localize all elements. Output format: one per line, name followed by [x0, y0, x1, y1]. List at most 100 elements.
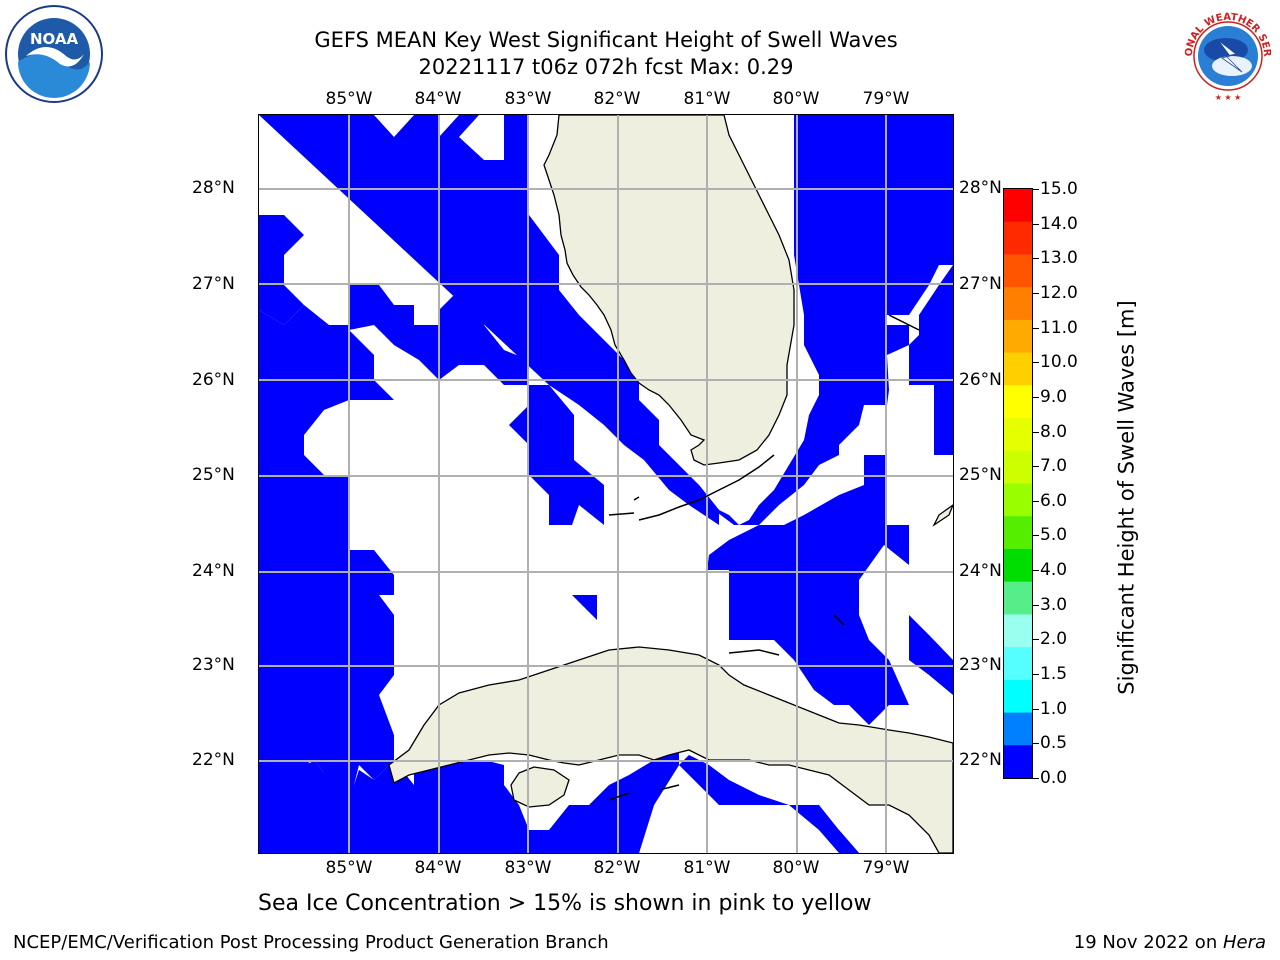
- colorbar-swatch: [1004, 319, 1032, 354]
- chart-subtitle: 20221117 t06z 072h fcst Max: 0.29: [418, 55, 794, 79]
- colorbar-tick-label: 15.0: [1040, 179, 1078, 199]
- lon-label-bottom: 80°W: [772, 858, 820, 878]
- nws-logo-icon: NATIONAL WEATHER SERVICE ★ ★ ★: [1172, 0, 1280, 108]
- colorbar-tick-mark: [1033, 258, 1039, 260]
- colorbar-tick-mark: [1033, 466, 1039, 468]
- colorbar-tick-mark: [1033, 362, 1039, 364]
- colorbar-tick-mark: [1033, 500, 1039, 502]
- colorbar-swatch: [1004, 221, 1032, 256]
- lon-label-bottom: 79°W: [862, 858, 910, 878]
- colorbar-swatch: [1004, 548, 1032, 583]
- lat-label-right: 28°N: [959, 178, 1002, 198]
- land-mass: [388, 115, 953, 853]
- lon-label-bottom: 81°W: [683, 858, 731, 878]
- colorbar-tick-mark: [1033, 431, 1039, 433]
- footer-date: 19 Nov 2022 on Hera: [1074, 932, 1266, 954]
- lon-label-top: 83°W: [504, 89, 552, 109]
- lon-label-top: 81°W: [683, 89, 731, 109]
- florida-keys: [608, 314, 920, 801]
- colorbar-swatch: [1004, 712, 1032, 746]
- lat-label-left: 23°N: [192, 655, 235, 675]
- lat-label-right: 23°N: [959, 655, 1002, 675]
- colorbar-tick-label: 8.0: [1040, 421, 1068, 442]
- lat-label-left: 24°N: [192, 561, 235, 581]
- lon-label-top: 85°W: [325, 89, 373, 109]
- colorbar-swatch: [1004, 352, 1032, 386]
- colorbar-swatch: [1004, 679, 1032, 714]
- colorbar-tick-mark: [1033, 396, 1039, 398]
- colorbar-swatch: [1004, 745, 1032, 778]
- colorbar-tick-mark: [1033, 778, 1039, 779]
- colorbar-tick-mark: [1033, 639, 1039, 641]
- colorbar-tick-label: 14.0: [1040, 213, 1078, 234]
- colorbar-tick-mark: [1033, 674, 1039, 676]
- lat-label-right: 22°N: [959, 750, 1002, 770]
- colorbar-tick-label: 1.0: [1040, 698, 1068, 719]
- lat-label-left: 25°N: [192, 465, 235, 485]
- colorbar-tick-mark: [1033, 743, 1039, 745]
- lat-label-left: 28°N: [192, 178, 235, 198]
- lat-label-left: 26°N: [192, 370, 235, 390]
- colorbar-tick-label: 0.5: [1040, 733, 1068, 754]
- lat-label-left: 22°N: [192, 750, 235, 770]
- map-canvas: [259, 115, 953, 853]
- colorbar-tick-label: 1.5: [1040, 664, 1068, 685]
- colorbar-swatch: [1004, 287, 1032, 321]
- colorbar-tick-label: 3.0: [1040, 594, 1068, 615]
- colorbar-tick-label: 4.0: [1040, 560, 1068, 581]
- colorbar-swatch: [1004, 516, 1032, 550]
- colorbar-swatch: [1004, 614, 1032, 648]
- lon-label-top: 82°W: [593, 89, 641, 109]
- colorbar-tick-label: 9.0: [1040, 386, 1068, 407]
- footer-credit: NCEP/EMC/Verification Post Processing Pr…: [13, 932, 609, 953]
- lon-label-top: 79°W: [862, 89, 910, 109]
- lat-label-right: 26°N: [959, 370, 1002, 390]
- colorbar-swatch: [1004, 647, 1032, 681]
- colorbar-tick-mark: [1033, 604, 1039, 606]
- map-gridlines: [259, 115, 953, 853]
- colorbar-tick-label: 0.0: [1040, 768, 1068, 788]
- lon-label-bottom: 82°W: [593, 858, 641, 878]
- colorbar-tick-mark: [1033, 223, 1039, 225]
- sea-ice-note: Sea Ice Concentration > 15% is shown in …: [258, 891, 872, 916]
- colorbar-swatches: [1004, 189, 1032, 778]
- colorbar-tick-label: 10.0: [1040, 352, 1078, 373]
- colorbar-tick-mark: [1033, 189, 1039, 190]
- colorbar-tick-label: 11.0: [1040, 317, 1078, 338]
- lon-label-top: 84°W: [414, 89, 462, 109]
- colorbar-swatch: [1004, 418, 1032, 452]
- colorbar-label: Significant Height of Swell Waves [m]: [1114, 300, 1139, 695]
- colorbar: [1003, 188, 1033, 779]
- colorbar-tick-label: 5.0: [1040, 525, 1068, 546]
- lon-label-top: 80°W: [772, 89, 820, 109]
- lat-label-right: 24°N: [959, 561, 1002, 581]
- lat-label-right: 27°N: [959, 274, 1002, 294]
- colorbar-swatch: [1004, 483, 1032, 517]
- lon-label-bottom: 83°W: [504, 858, 552, 878]
- colorbar-swatch: [1004, 581, 1032, 615]
- lon-label-bottom: 84°W: [414, 858, 462, 878]
- colorbar-tick-mark: [1033, 535, 1039, 537]
- lat-label-left: 27°N: [192, 274, 235, 294]
- map-panel: [258, 114, 954, 854]
- lat-label-right: 25°N: [959, 465, 1002, 485]
- colorbar-tick-mark: [1033, 327, 1039, 329]
- colorbar-tick-label: 6.0: [1040, 490, 1068, 511]
- footer-host: Hera: [1222, 932, 1266, 953]
- colorbar-tick-label: 2.0: [1040, 629, 1068, 650]
- swell-height-field: [259, 115, 953, 853]
- colorbar-tick-label: 13.0: [1040, 248, 1078, 269]
- colorbar-tick-mark: [1033, 292, 1039, 294]
- colorbar-tick-mark: [1033, 570, 1039, 572]
- footer-date-text: 19 Nov 2022 on: [1073, 932, 1223, 953]
- colorbar-swatch: [1004, 189, 1032, 223]
- colorbar-tick-mark: [1033, 708, 1039, 710]
- chart-title: GEFS MEAN Key West Significant Height of…: [314, 28, 898, 52]
- colorbar-swatch: [1004, 385, 1032, 419]
- colorbar-tick-label: 7.0: [1040, 456, 1068, 477]
- svg-text:NOAA: NOAA: [30, 30, 79, 48]
- noaa-logo-icon: NOAA: [4, 4, 104, 104]
- colorbar-tick-label: 12.0: [1040, 282, 1078, 303]
- svg-text:★ ★ ★: ★ ★ ★: [1215, 93, 1242, 102]
- colorbar-swatch: [1004, 450, 1032, 485]
